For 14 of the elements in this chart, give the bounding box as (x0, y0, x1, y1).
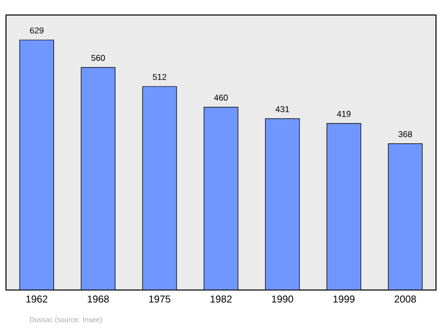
data-label: 419 (336, 110, 351, 117)
x-tick-label: 1990 (272, 296, 294, 303)
data-label: 512 (152, 74, 166, 80)
data-label: 560 (91, 54, 105, 61)
data-label: 431 (276, 106, 290, 112)
x-tick-label: 1999 (333, 296, 354, 303)
x-tick-label: 1975 (149, 296, 170, 303)
x-tick-label: 1962 (26, 296, 48, 303)
data-label: 629 (30, 27, 44, 34)
x-tick-label: 1982 (210, 296, 232, 303)
data-label: 460 (214, 94, 228, 101)
data-label: 368 (398, 131, 412, 138)
x-tick-label: 2008 (394, 296, 416, 303)
x-tick-label: 1968 (88, 296, 109, 303)
